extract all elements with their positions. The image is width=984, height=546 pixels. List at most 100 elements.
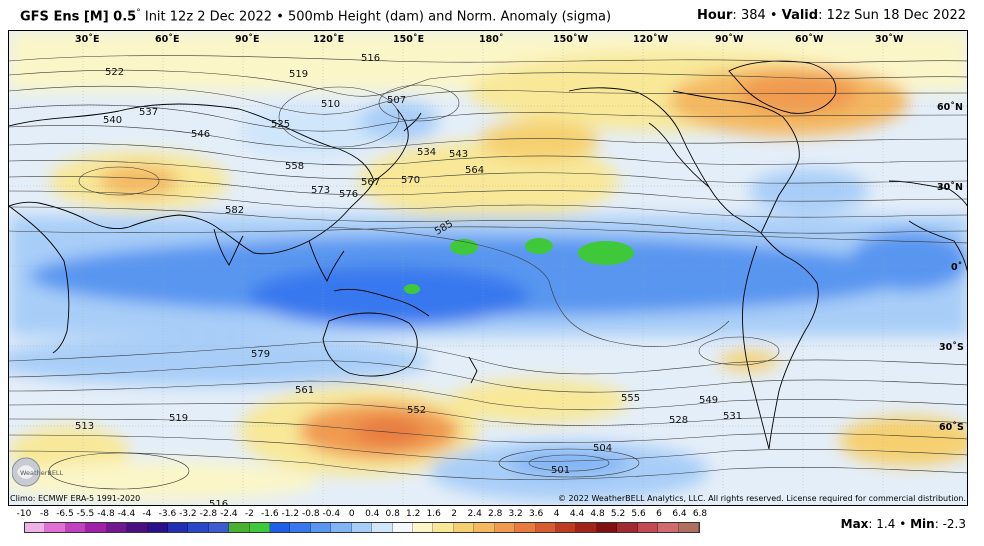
south-pacific-positive — [449, 379, 629, 423]
contour-label-516b: 516 — [209, 499, 228, 506]
colorbar-swatch — [351, 523, 373, 532]
colorbar-swatch — [208, 523, 230, 532]
contour-label-531: 531 — [723, 411, 742, 422]
east-asia-coast — [373, 108, 409, 182]
header-separator-2: • — [769, 8, 778, 23]
contour-label-507: 507 — [387, 95, 406, 106]
colorbar-tick: -2.8 — [199, 509, 218, 519]
colorbar-tick: -2.4 — [220, 509, 238, 519]
indonesia-coast — [333, 288, 430, 317]
init-text: Init 12z 2 Dec 2022 — [144, 9, 273, 25]
contour-label-579: 579 — [251, 349, 270, 360]
contour-label-576: 576 — [339, 189, 358, 200]
colorbar-swatch — [555, 523, 577, 532]
atlantic-tropical-negative — [849, 231, 967, 291]
colorbar-swatch — [413, 523, 434, 532]
contour-label-510: 510 — [321, 99, 340, 110]
siberia-negative-core — [359, 101, 439, 141]
product-name: 500mb Height (dam) and Norm. Anomaly (si… — [288, 9, 612, 25]
lon-label-60e: 60˚E — [155, 34, 179, 45]
lon-label-90w: 90˚W — [715, 34, 744, 45]
colorbar-swatch — [290, 523, 311, 532]
colorbar-swatch — [249, 523, 271, 532]
colorbar-tick: 2 — [451, 509, 458, 519]
contour-label-582: 582 — [225, 205, 244, 216]
colorbar-swatch — [453, 523, 475, 532]
contour-label-558: 558 — [285, 161, 304, 172]
asia-positive-core — [99, 166, 179, 196]
colorbar-swatch — [331, 523, 352, 532]
colorbar-tick: 3.6 — [528, 509, 544, 519]
south-indian-negative — [9, 336, 429, 386]
contour-label-567: 567 — [361, 177, 380, 188]
degree-symbol: ° — [136, 8, 141, 18]
colorbar-tick: -4.8 — [97, 509, 115, 519]
colorbar-swatch — [147, 523, 168, 532]
colorbar-swatch — [494, 523, 516, 532]
colorbar-swatch — [474, 523, 495, 532]
colorbar-tick: 5.6 — [631, 509, 646, 519]
colorbar-swatch — [617, 523, 638, 532]
map-panel: 516 522 519 510 507 537 540 546 525 534 … — [8, 30, 968, 506]
header-left: GFS Ens [M] 0.5° Init 12z 2 Dec 2022 • 5… — [20, 8, 611, 24]
lon-label-120w: 120˚W — [633, 34, 669, 45]
africa-east-coast — [9, 205, 70, 354]
japan-coast — [403, 112, 422, 132]
colorbar-swatch — [229, 523, 250, 532]
colorbar-tick: 1.2 — [406, 509, 421, 519]
max-value: 1.4 — [876, 517, 896, 531]
colorbar-swatch — [127, 523, 148, 532]
longitude-labels: 30˚E 60˚E 90˚E 120˚E 150˚E 180˚ 150˚W 12… — [75, 34, 904, 45]
colorbar-swatch — [372, 523, 393, 532]
coastlines — [9, 60, 967, 450]
model-label: GFS Ens [M] 0.5 — [20, 9, 137, 25]
antarctic-positive — [9, 461, 319, 501]
colorbar-tick: -3.6 — [158, 509, 177, 519]
contour-label-522: 522 — [105, 67, 124, 78]
hour-value: 384 — [740, 8, 766, 23]
pacific-positive-core — [479, 121, 599, 161]
lon-label-90e: 90˚E — [235, 34, 259, 45]
min-anomaly-cells — [404, 238, 634, 294]
graticule — [9, 31, 967, 505]
colorbar-tick: -6.5 — [56, 509, 74, 519]
colorbar — [24, 522, 700, 533]
contour-label-525: 525 — [271, 119, 290, 130]
contour-label-519b: 519 — [169, 413, 188, 424]
colorbar-swatch — [596, 523, 618, 532]
valid-value: 12z Sun 18 Dec 2022 — [826, 8, 966, 23]
colorbar-tick: -8 — [39, 509, 49, 519]
colorbar-tick: 1.6 — [426, 509, 441, 519]
lat-label-30s: 30˚S — [939, 342, 964, 353]
colorbar-tick: -10 — [16, 509, 32, 519]
colorbar-tick: -4.4 — [117, 509, 136, 519]
colorbar-swatch — [392, 523, 414, 532]
colorbar-swatch — [270, 523, 291, 532]
colorbar-swatch — [25, 523, 46, 532]
colorbar-swatch — [45, 523, 66, 532]
colorbar-swatch — [65, 523, 87, 532]
pacific-positive-region — [359, 141, 619, 221]
lon-label-30w: 30˚W — [875, 34, 904, 45]
latitude-labels: 60˚N 30˚N 0˚ 30˚S 60˚S — [937, 102, 964, 433]
min-cell-2 — [525, 238, 553, 254]
anomaly-map: 516 522 519 510 507 537 540 546 525 534 … — [9, 31, 967, 506]
colorbar-swatch — [535, 523, 556, 532]
colorbar-swatch — [167, 523, 189, 532]
contour-label-534: 534 — [417, 147, 436, 158]
colorbar-tick: 0.8 — [385, 509, 400, 519]
colorbar-tick: -0.8 — [302, 509, 320, 519]
contour-label-555: 555 — [621, 393, 640, 404]
contour-label-501: 501 — [551, 465, 570, 476]
colorbar-tick: 4 — [553, 509, 560, 519]
header-right: Hour: 384 • Valid: 12z Sun 18 Dec 2022 — [696, 8, 966, 23]
colorbar-swatch — [310, 523, 332, 532]
colorbar-swatch — [106, 523, 128, 532]
colorbar-tick: 2.8 — [487, 509, 503, 519]
indochina-coast — [308, 240, 345, 283]
colorbar-tick: -0.4 — [322, 509, 341, 519]
contour-label-549: 549 — [699, 395, 718, 406]
colorbar-swatch — [515, 523, 536, 532]
contour-label-537: 537 — [139, 107, 158, 118]
lon-label-120e: 120˚E — [313, 34, 344, 45]
